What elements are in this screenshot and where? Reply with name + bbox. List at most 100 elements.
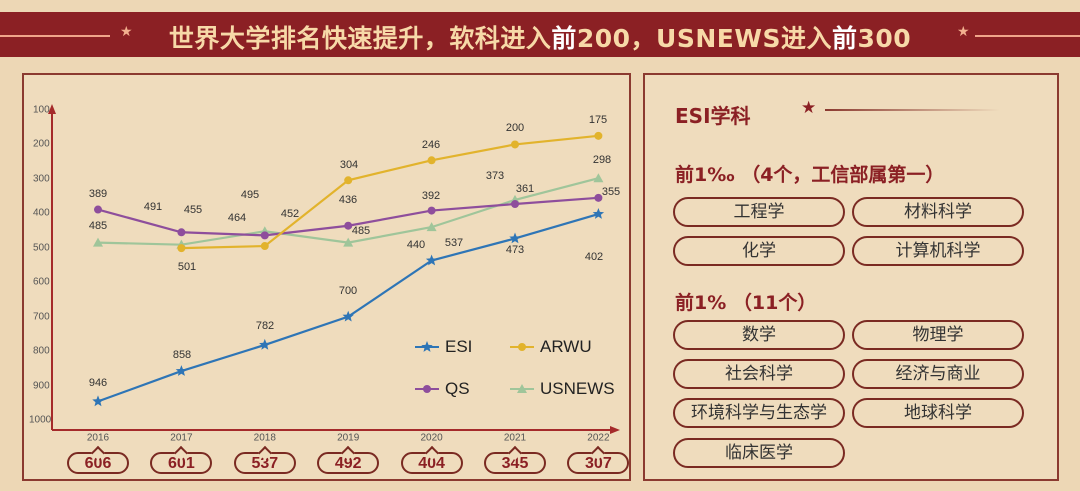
subject-pill: 环境科学与生态学 bbox=[673, 398, 845, 428]
legend-label-arwu: ARWU bbox=[540, 337, 592, 356]
legend-label-qs: QS bbox=[445, 379, 470, 398]
data-label: 402 bbox=[584, 251, 604, 263]
data-label: 946 bbox=[88, 377, 108, 389]
chart-panel bbox=[22, 73, 631, 481]
data-point-esi bbox=[92, 395, 104, 407]
series-line-arwu bbox=[181, 134, 599, 250]
data-point-usnews bbox=[593, 173, 604, 183]
esi-panel bbox=[643, 73, 1059, 481]
legend-marker-usnews bbox=[517, 384, 527, 393]
x-tick-label: 2021 bbox=[503, 432, 527, 444]
data-label: 485 bbox=[351, 225, 371, 237]
legend-marker-esi bbox=[421, 341, 433, 352]
banner-line-right bbox=[975, 35, 1080, 37]
data-label: 473 bbox=[505, 244, 525, 256]
data-point-arwu bbox=[177, 244, 186, 253]
data-point-qs bbox=[94, 205, 102, 214]
section-heading: 前1% （11个） bbox=[675, 292, 817, 314]
subject-pill: 计算机科学 bbox=[852, 236, 1024, 266]
x-tick-label: 2016 bbox=[86, 432, 110, 444]
x-tick-label: 2020 bbox=[420, 432, 443, 444]
legend-label-usnews: USNEWS bbox=[540, 379, 615, 398]
data-point-esi bbox=[509, 232, 521, 244]
legend-marker-arwu bbox=[518, 343, 526, 351]
title-text: 200，USNEWS进入 bbox=[576, 24, 832, 53]
y-tick-label: 600 bbox=[33, 276, 50, 288]
overall-rank-badge: 345 bbox=[484, 452, 546, 474]
data-label: 782 bbox=[255, 320, 275, 332]
data-label: 858 bbox=[172, 349, 192, 361]
data-point-usnews bbox=[426, 222, 437, 232]
subject-pill: 化学 bbox=[673, 236, 845, 266]
overall-rank-badge: 601 bbox=[150, 452, 213, 474]
data-label: 361 bbox=[515, 183, 535, 195]
data-point-esi bbox=[342, 310, 354, 322]
data-label: 501 bbox=[177, 261, 197, 273]
data-point-arwu bbox=[427, 156, 436, 165]
y-tick-label: 1000 bbox=[29, 414, 52, 426]
data-label: 175 bbox=[588, 114, 608, 126]
data-point-esi bbox=[425, 254, 438, 266]
data-point-qs bbox=[260, 231, 269, 240]
star-icon: ★ bbox=[957, 24, 970, 40]
y-tick-label: 500 bbox=[33, 242, 50, 254]
x-tick-label: 2017 bbox=[170, 432, 193, 444]
divider bbox=[825, 109, 1000, 111]
data-label: 200 bbox=[505, 122, 525, 134]
data-label: 537 bbox=[444, 237, 464, 249]
overall-rank-badge: 307 bbox=[567, 452, 630, 474]
title-highlight: 前 bbox=[831, 24, 858, 53]
subject-pill: 材料科学 bbox=[852, 197, 1024, 227]
data-point-qs bbox=[344, 221, 353, 230]
y-tick-label: 200 bbox=[33, 138, 50, 150]
data-point-qs bbox=[511, 200, 519, 209]
data-label: 491 bbox=[143, 201, 163, 213]
data-point-qs bbox=[427, 206, 436, 215]
data-label: 436 bbox=[338, 194, 358, 206]
data-label: 464 bbox=[227, 212, 247, 224]
subject-pill: 物理学 bbox=[852, 320, 1024, 350]
data-point-esi bbox=[592, 208, 605, 219]
data-label: 392 bbox=[421, 190, 441, 202]
data-label: 495 bbox=[240, 189, 260, 201]
data-label: 389 bbox=[88, 188, 108, 200]
data-label: 452 bbox=[280, 208, 300, 220]
data-point-usnews bbox=[343, 237, 354, 247]
overall-rank-badge: 537 bbox=[233, 452, 296, 474]
data-label: 440 bbox=[406, 239, 426, 251]
subject-pill: 工程学 bbox=[673, 197, 845, 227]
data-label: 304 bbox=[339, 159, 359, 171]
legend-label-esi: ESI bbox=[445, 337, 473, 356]
data-label: 373 bbox=[485, 170, 505, 182]
data-label: 485 bbox=[88, 220, 108, 232]
data-point-arwu bbox=[260, 242, 269, 251]
subject-pill: 临床医学 bbox=[673, 438, 845, 468]
title-banner bbox=[0, 12, 1080, 57]
data-label: 298 bbox=[592, 154, 612, 166]
star-icon: ★ bbox=[120, 24, 133, 40]
esi-title: ESI学科 bbox=[675, 104, 751, 128]
data-point-usnews bbox=[93, 237, 103, 247]
data-point-arwu bbox=[511, 140, 519, 149]
star-icon: ★ bbox=[801, 98, 817, 118]
subject-pill: 社会科学 bbox=[673, 359, 845, 389]
data-point-esi bbox=[259, 338, 271, 350]
y-axis-arrow bbox=[48, 104, 56, 114]
x-axis-arrow bbox=[610, 426, 620, 434]
y-tick-label: 100 bbox=[33, 104, 50, 116]
y-tick-label: 800 bbox=[33, 345, 50, 357]
overall-rank-badge: 606 bbox=[67, 452, 129, 474]
title-text: 世界大学排名快速提升，软科进入 bbox=[168, 24, 552, 53]
legend-marker-qs bbox=[423, 385, 431, 393]
overall-rank-badge: 492 bbox=[317, 452, 380, 474]
subject-pill: 经济与商业 bbox=[852, 359, 1024, 389]
subject-pill: 地球科学 bbox=[852, 398, 1024, 428]
overall-rank-badge: 404 bbox=[400, 452, 463, 474]
y-tick-label: 700 bbox=[33, 311, 50, 323]
data-point-qs bbox=[177, 228, 186, 237]
x-tick-label: 2022 bbox=[587, 432, 610, 444]
data-point-arwu bbox=[594, 131, 603, 140]
data-point-qs bbox=[594, 193, 603, 202]
data-label: 246 bbox=[421, 139, 441, 151]
data-point-esi bbox=[175, 365, 188, 376]
